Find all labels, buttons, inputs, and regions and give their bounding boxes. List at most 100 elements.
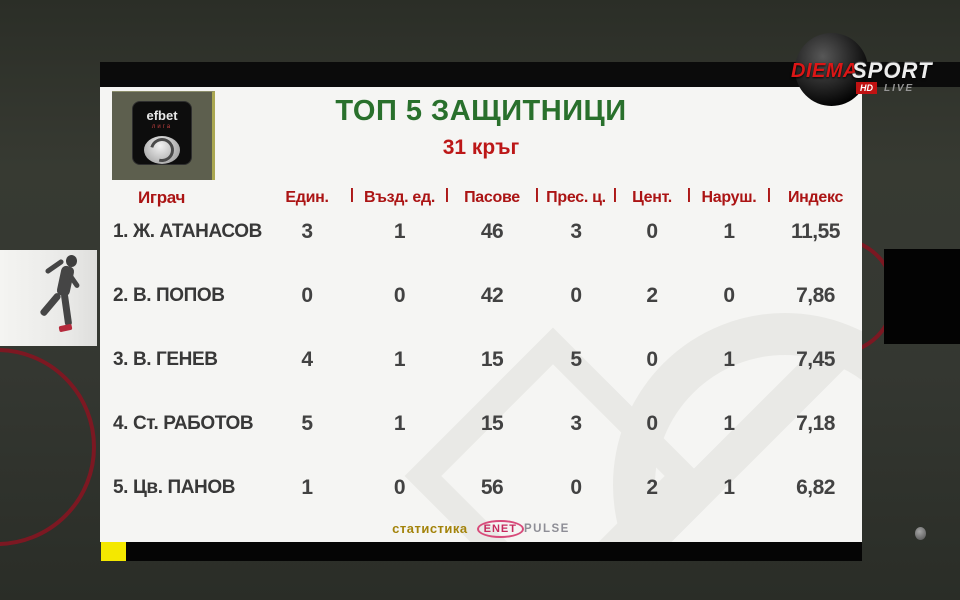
stat-cell: 0 [570, 284, 582, 307]
rank: 3. [113, 349, 129, 370]
stat-cell: 4 [301, 348, 313, 371]
stats-provider-footer: статистика ENET PULSE [100, 516, 862, 540]
column-header-tackles: Един. [285, 189, 329, 206]
header-separator: | [534, 186, 540, 203]
player-name: В. ПОПОВ [132, 285, 225, 306]
header-separator: | [766, 186, 772, 203]
stat-cell: 1 [723, 476, 735, 499]
player-name-cell: 3. В. ГЕНЕВ [100, 349, 262, 371]
rank: 4. [113, 413, 129, 434]
stat-cell: 46 [480, 220, 504, 243]
stat-cell: 3 [570, 220, 582, 243]
player-name-cell: 1. Ж. АТАНАСОВ [100, 221, 262, 243]
background-red-arc-left [0, 348, 96, 546]
enetpulse-logo-enet: ENET [476, 519, 524, 538]
index-cell: 7,86 [796, 284, 835, 307]
player-silhouette-image [32, 254, 94, 344]
column-header-interceptions: Прес. ц. [546, 189, 606, 206]
column-header-player: Играч [138, 188, 186, 207]
table-body: 1. Ж. АТАНАСОВ 3 1 46 3 0 1 11,55 2. В. … [100, 196, 862, 520]
column-header-fouls: Наруш. [701, 189, 757, 206]
index-cell: 11,55 [791, 220, 840, 243]
hd-badge: HD [856, 82, 877, 94]
player-shoe [58, 323, 73, 333]
player-head [66, 255, 77, 267]
stats-card: efbet лига ТОП 5 ЗАЩИТНИЦИ 31 кръг Играч… [100, 87, 862, 542]
sport-wordmark: SPORT [852, 58, 933, 83]
index-cell: 7,18 [796, 412, 835, 435]
rank: 2. [113, 285, 129, 306]
table-header-row: Играч Един. Възд. ед. Пасове Прес. ц. Це… [100, 185, 862, 211]
header-separator: | [686, 186, 692, 203]
league-logo: efbet лига [112, 91, 215, 180]
stat-cell: 0 [723, 284, 735, 307]
stat-cell: 1 [301, 476, 313, 499]
enetpulse-logo: ENET PULSE [476, 519, 570, 538]
stat-cell: 1 [393, 220, 406, 243]
player-name: Цв. ПАНОВ [132, 477, 236, 498]
index-cell: 6,82 [796, 476, 835, 499]
diema-wordmark: DIEMA [791, 60, 858, 82]
player-name: В. ГЕНЕВ [132, 349, 218, 370]
stat-cell: 0 [646, 220, 658, 243]
column-header-index: Индекс [787, 189, 844, 206]
enetpulse-logo-pulse: PULSE [524, 522, 570, 535]
bottom-black-bar [126, 542, 862, 561]
stat-cell: 1 [723, 348, 735, 371]
header-separator: | [444, 186, 450, 203]
stat-cell: 1 [393, 348, 406, 371]
stat-cell: 15 [480, 348, 504, 371]
stat-cell: 0 [646, 412, 658, 435]
table-row: 3. В. ГЕНЕВ 4 1 15 5 0 1 7,45 [100, 328, 862, 392]
stat-cell: 42 [480, 284, 504, 307]
stat-cell: 0 [301, 284, 313, 307]
stat-cell: 1 [393, 412, 406, 435]
background-left-band [0, 250, 97, 346]
stat-cell: 0 [570, 476, 582, 499]
stat-cell: 1 [723, 412, 735, 435]
rank: 5. [113, 477, 129, 498]
table-row: 4. Ст. РАБОТОВ 5 1 15 3 0 1 7,18 [100, 392, 862, 456]
player-leg [60, 292, 73, 327]
league-badge-brand: efbet [146, 108, 178, 123]
diema-sphere-icon [795, 33, 868, 106]
league-badge: efbet лига [132, 101, 192, 167]
table-row: 1. Ж. АТАНАСОВ 3 1 46 3 0 1 11,55 [100, 196, 862, 264]
column-header-passes: Пасове [464, 189, 520, 206]
stat-cell: 2 [646, 284, 658, 307]
table-row: 2. В. ПОПОВ 0 0 42 0 2 0 7,86 [100, 264, 862, 328]
stat-cell: 3 [301, 220, 313, 243]
column-header-crosses: Цент. [632, 189, 672, 206]
player-name-cell: 2. В. ПОПОВ [100, 285, 262, 307]
stat-cell: 3 [570, 412, 582, 435]
stat-cell: 1 [723, 220, 735, 243]
player-leg [39, 291, 62, 318]
stats-label: статистика [392, 520, 468, 536]
stat-cell: 5 [301, 412, 313, 435]
index-cell: 7,45 [796, 348, 835, 371]
stat-cell: 56 [480, 476, 504, 499]
stat-cell: 5 [570, 348, 582, 371]
page-title: ТОП 5 ЗАЩИТНИЦИ [335, 95, 627, 127]
player-name-cell: 4. Ст. РАБОТОВ [100, 413, 262, 435]
column-header-aerials: Възд. ед. [363, 189, 436, 206]
stat-cell: 2 [646, 476, 658, 499]
stat-cell: 0 [646, 348, 658, 371]
rank: 1. [113, 221, 129, 242]
round-subtitle: 31 кръг [442, 136, 520, 159]
bottom-yellow-accent [101, 542, 126, 561]
player-name-cell: 5. Цв. ПАНОВ [100, 477, 262, 499]
header-separator: | [349, 186, 355, 203]
background-dot [915, 527, 926, 540]
player-name: Ст. РАБОТОВ [132, 413, 254, 434]
table-row: 5. Цв. ПАНОВ 1 0 56 0 2 1 6,82 [100, 456, 862, 520]
stat-cell: 15 [480, 412, 504, 435]
stat-cell: 0 [393, 476, 406, 499]
diema-sport-logo: DIEMA SPORT HD LIVE [786, 28, 960, 108]
league-ball-icon [144, 133, 180, 167]
stat-cell: 0 [393, 284, 406, 307]
live-label: LIVE [884, 83, 915, 94]
player-name: Ж. АТАНАСОВ [132, 221, 262, 242]
header-separator: | [612, 186, 618, 203]
